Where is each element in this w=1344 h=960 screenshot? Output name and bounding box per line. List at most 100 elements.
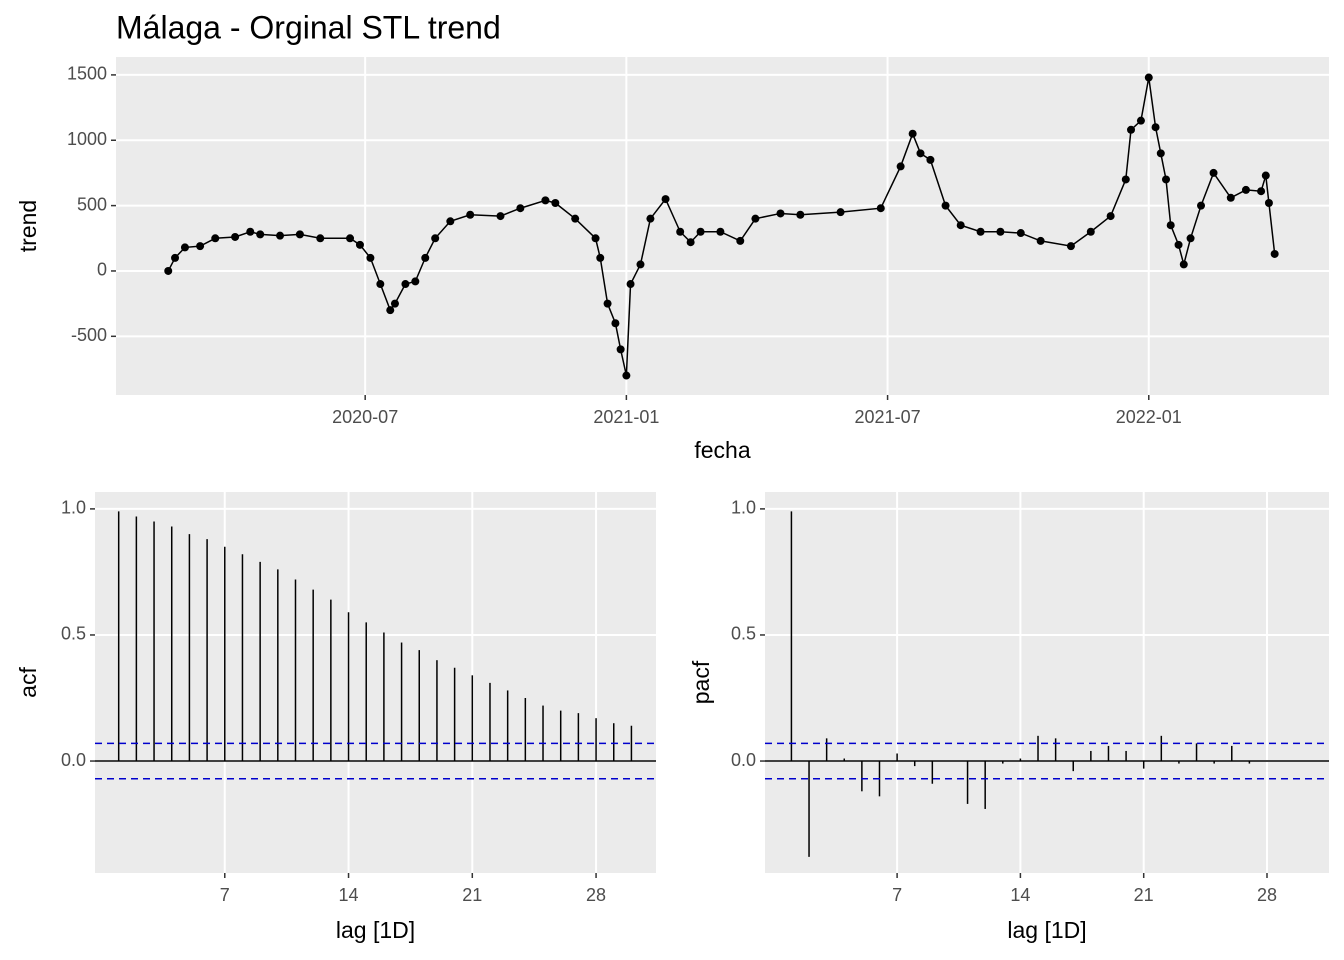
point <box>622 371 631 380</box>
point <box>401 280 410 289</box>
point <box>1209 168 1218 177</box>
point <box>616 345 625 354</box>
panel <box>765 492 1329 873</box>
point <box>1136 116 1145 125</box>
point <box>390 299 399 308</box>
point <box>1179 260 1188 269</box>
x-tick-label: 2021-07 <box>855 407 921 427</box>
point <box>316 234 325 243</box>
point <box>1226 193 1235 202</box>
point <box>1144 73 1153 82</box>
trend-line <box>167 77 1276 376</box>
point <box>386 306 395 315</box>
point <box>1162 175 1171 184</box>
point <box>941 201 950 210</box>
point <box>1016 229 1025 238</box>
chart-title: Málaga - Orginal STL trend <box>116 9 501 45</box>
point <box>164 266 173 275</box>
point <box>376 280 385 289</box>
x-tick-label: 2022-01 <box>1116 407 1182 427</box>
y-tick-label: 1000 <box>67 129 107 149</box>
point <box>976 227 985 236</box>
y-tick-label: 0.5 <box>731 624 756 644</box>
point <box>1106 212 1115 221</box>
y-tick-label: 0.5 <box>61 624 86 644</box>
point <box>446 217 455 226</box>
point <box>1086 227 1095 236</box>
y-tick-label: 1500 <box>67 64 107 84</box>
x-axis-title: lag [1D] <box>336 917 415 943</box>
point <box>1127 125 1136 134</box>
point <box>996 227 1005 236</box>
point <box>276 231 285 240</box>
point <box>646 214 655 223</box>
point <box>496 212 505 221</box>
x-tick-label: 28 <box>1257 885 1277 905</box>
y-axis-title: trend <box>15 200 41 252</box>
point <box>1066 242 1075 251</box>
point <box>551 198 560 207</box>
point <box>1264 198 1273 207</box>
point <box>421 253 430 262</box>
point <box>626 280 635 289</box>
x-tick-label: 14 <box>1010 885 1030 905</box>
point <box>716 227 725 236</box>
point <box>1151 123 1160 132</box>
point <box>696 227 705 236</box>
point <box>661 195 670 204</box>
point <box>211 234 220 243</box>
point <box>926 155 935 164</box>
point <box>1186 234 1195 243</box>
x-tick-label: 28 <box>586 885 606 905</box>
point <box>1166 221 1175 230</box>
y-tick-label: -500 <box>71 325 107 345</box>
y-tick-label: 500 <box>77 194 107 214</box>
point <box>796 210 805 219</box>
x-tick-label: 14 <box>339 885 359 905</box>
point <box>246 227 255 236</box>
point <box>431 234 440 243</box>
point <box>571 214 580 223</box>
point <box>1036 236 1045 245</box>
point <box>896 162 905 171</box>
point <box>596 253 605 262</box>
point <box>836 208 845 217</box>
point <box>346 234 355 243</box>
point <box>776 209 785 218</box>
y-tick-label: 1.0 <box>61 498 86 518</box>
point <box>295 230 304 239</box>
point <box>603 299 612 308</box>
point <box>686 238 695 247</box>
x-tick-label: 7 <box>892 885 902 905</box>
point <box>1261 171 1270 180</box>
point <box>171 253 180 262</box>
x-tick-label: 2020-07 <box>332 407 398 427</box>
panel <box>95 492 656 873</box>
point <box>411 277 420 286</box>
point <box>1241 185 1250 194</box>
y-tick-label: 0.0 <box>731 750 756 770</box>
point <box>180 243 189 252</box>
y-tick-label: 1.0 <box>731 498 756 518</box>
point <box>956 221 965 230</box>
y-axis-title: pacf <box>688 660 714 704</box>
point <box>751 214 760 223</box>
point <box>1270 249 1279 258</box>
y-tick-label: 0 <box>97 260 107 280</box>
point <box>1156 149 1165 158</box>
x-tick-label: 21 <box>1134 885 1154 905</box>
panel <box>116 57 1329 395</box>
point <box>908 129 917 138</box>
point <box>591 234 600 243</box>
point <box>256 230 265 239</box>
point <box>231 232 240 241</box>
y-axis-title: acf <box>15 667 41 698</box>
point <box>1121 175 1130 184</box>
point <box>1174 240 1183 249</box>
point <box>541 196 550 205</box>
point <box>611 319 620 328</box>
point <box>355 240 364 249</box>
point <box>916 149 925 158</box>
x-axis-title: lag [1D] <box>1007 917 1086 943</box>
